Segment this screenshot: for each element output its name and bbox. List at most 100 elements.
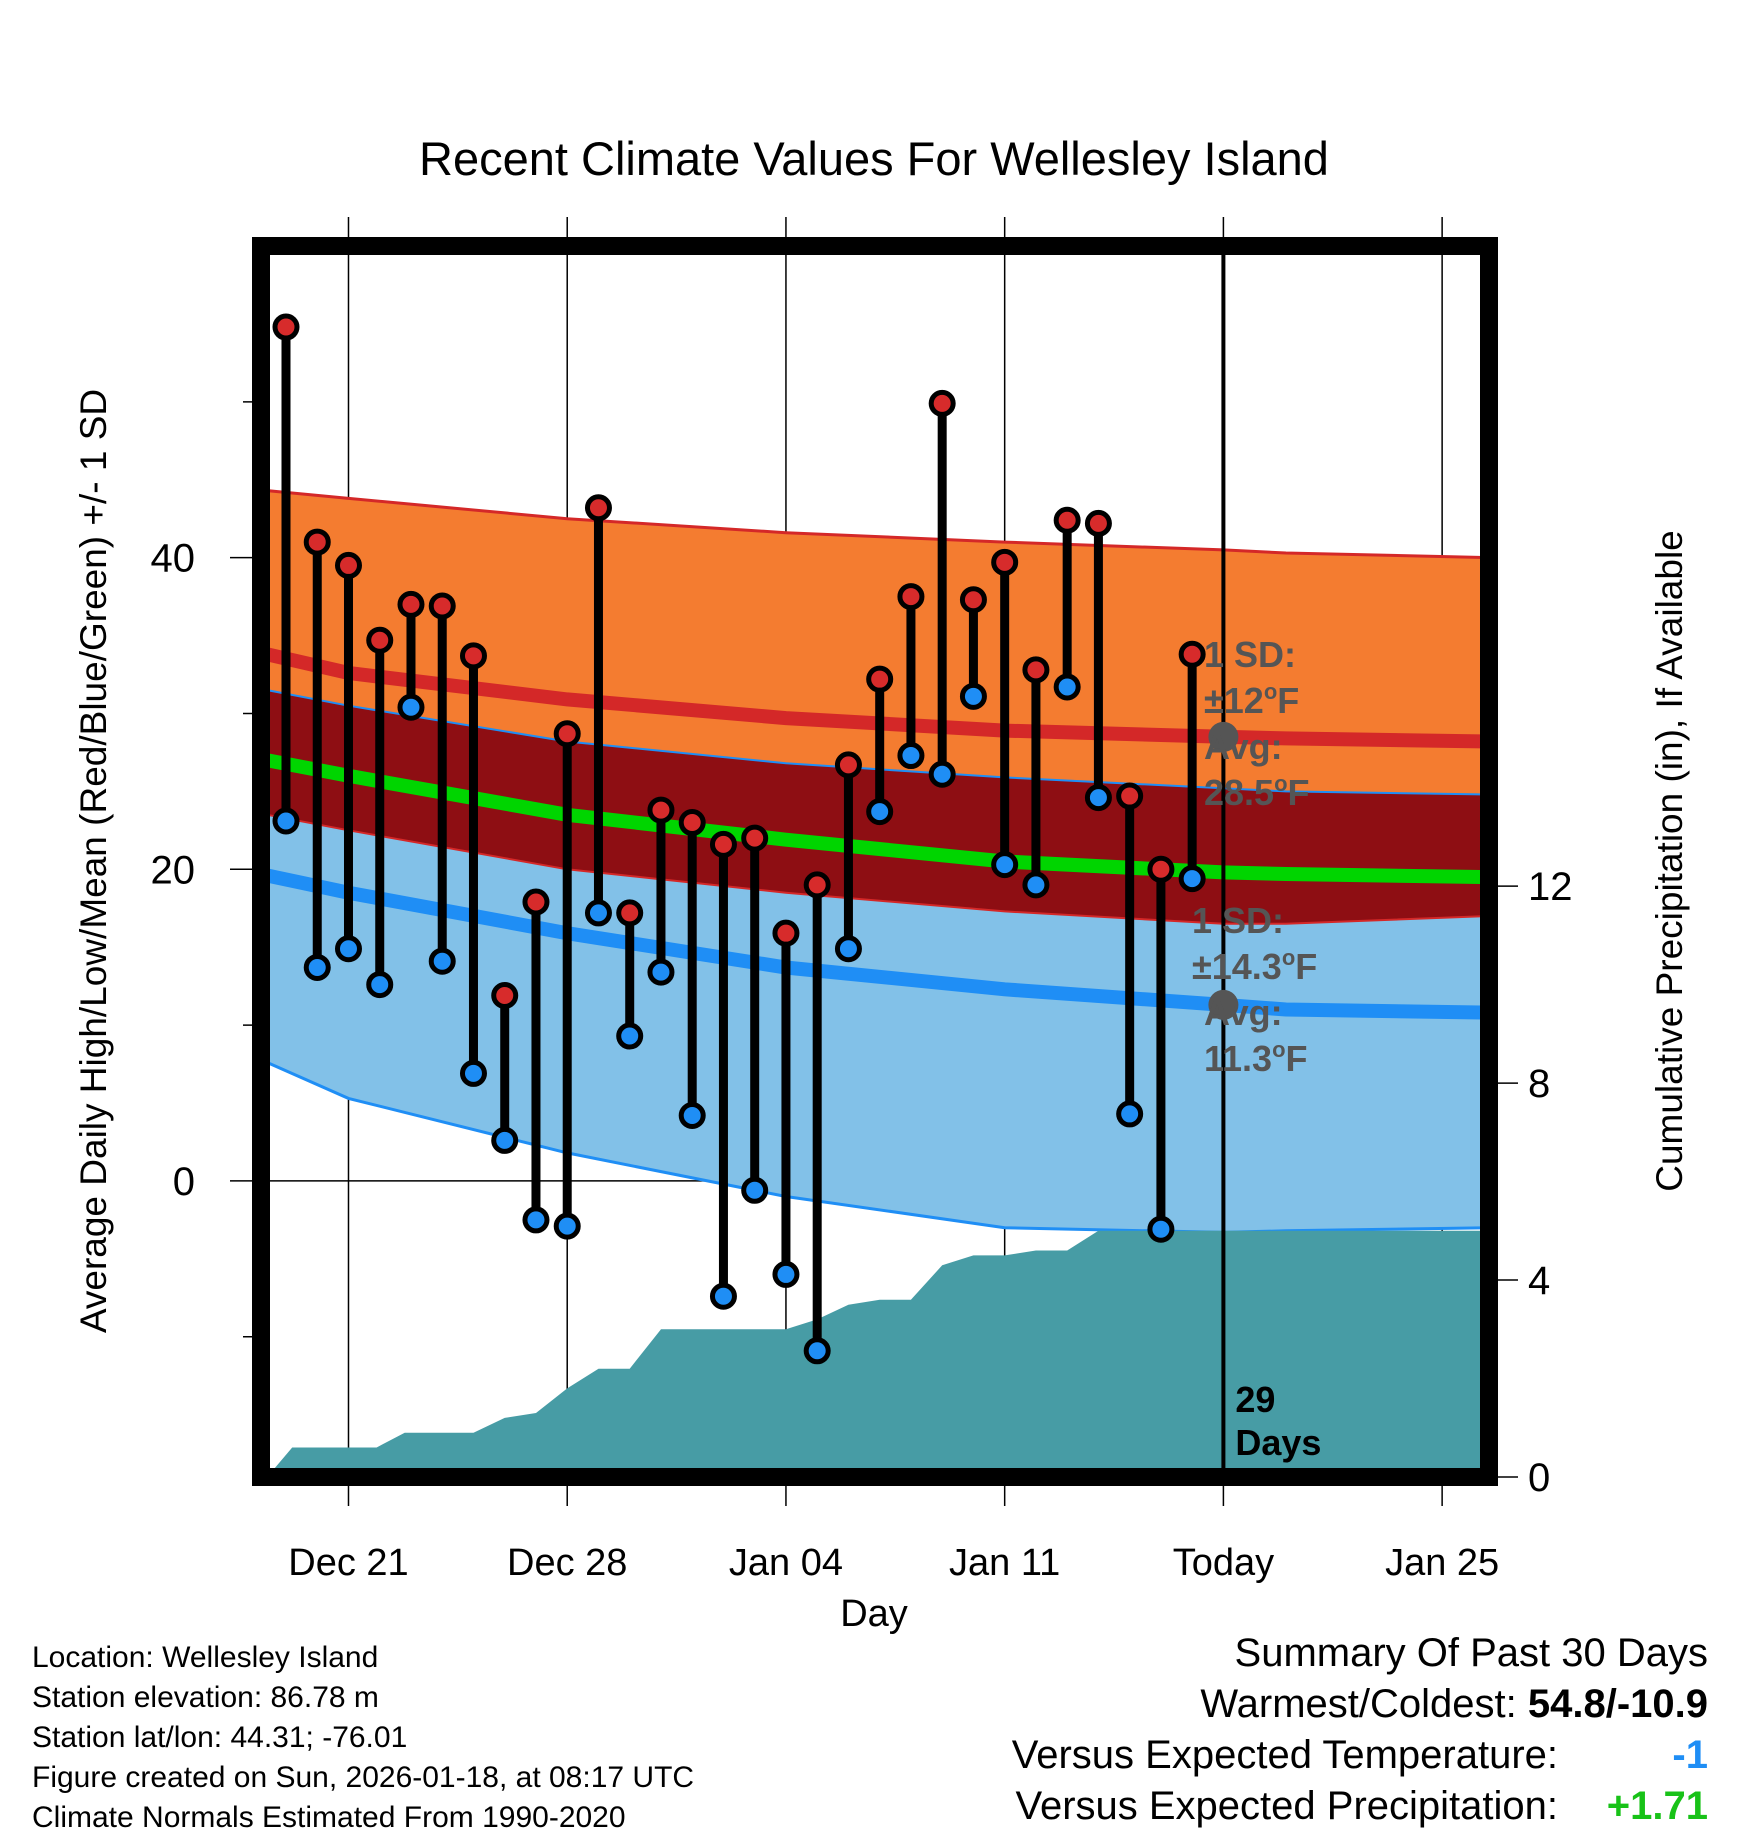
low-temp-point bbox=[1022, 871, 1050, 899]
mean-line bbox=[265, 753, 1489, 885]
high-temp-point bbox=[1147, 855, 1175, 883]
summary-precip-value: +1.71 bbox=[1606, 1784, 1708, 1828]
low-temp-point bbox=[334, 935, 362, 963]
low-temp-point bbox=[366, 971, 394, 999]
location-text: Location: Wellesley Island bbox=[32, 1641, 379, 1674]
low-temp-point bbox=[772, 1260, 800, 1288]
summary-panel: Summary Of Past 30 Days Warmest/Coldest:… bbox=[1012, 1628, 1708, 1832]
low-temp-point bbox=[834, 935, 862, 963]
low-temp-point bbox=[522, 1206, 550, 1234]
created-text: Figure created on Sun, 2026-01-18, at 08… bbox=[32, 1761, 695, 1794]
low-temp-point bbox=[897, 742, 925, 770]
x-tick-label: Dec 28 bbox=[507, 1542, 627, 1584]
high-avg-label: Avg: bbox=[1204, 726, 1283, 767]
high-temp-point bbox=[428, 592, 456, 620]
y-tick-label: 20 bbox=[151, 848, 196, 892]
x-tick-label: Jan 11 bbox=[949, 1542, 1060, 1584]
low-temp-point bbox=[709, 1282, 737, 1310]
plot-frame bbox=[252, 237, 1498, 1486]
summary-temp-label: Versus Expected Temperature: bbox=[1011, 1733, 1558, 1777]
low-temp-point bbox=[1116, 1100, 1144, 1128]
high-temp-point bbox=[1178, 640, 1206, 668]
high-temp-point bbox=[678, 809, 706, 837]
high-temp-point bbox=[772, 919, 800, 947]
low-temp-point bbox=[678, 1101, 706, 1129]
precipitation-area-fill bbox=[267, 1230, 1489, 1477]
elevation-text: Station elevation: 86.78 m bbox=[32, 1681, 379, 1714]
low-temp-point bbox=[303, 953, 331, 981]
low-mean-line bbox=[265, 868, 1489, 1020]
low-temp-point bbox=[491, 1126, 519, 1154]
low-temp-point bbox=[1147, 1215, 1175, 1243]
x-tick-label: Jan 04 bbox=[729, 1542, 843, 1584]
y-axis-label: Average Daily High/Low/Mean (Red/Blue/Gr… bbox=[73, 389, 114, 1333]
high-temp-point bbox=[397, 590, 425, 618]
low-temp-point bbox=[1178, 865, 1206, 893]
high-temp-point bbox=[303, 528, 331, 556]
high-avg-value: 28.5oF bbox=[1204, 771, 1310, 813]
low-temp-point bbox=[584, 899, 612, 927]
summary-precip-label: Versus Expected Precipitation: bbox=[1015, 1784, 1558, 1828]
high-sd-value: ±12oF bbox=[1204, 679, 1299, 721]
low-temp-point bbox=[959, 682, 987, 710]
normal-bands bbox=[265, 489, 1489, 1234]
y2-tick-label: 8 bbox=[1528, 1062, 1550, 1106]
high-temp-point bbox=[834, 751, 862, 779]
high-temp-point bbox=[866, 665, 894, 693]
high-temp-point bbox=[553, 720, 581, 748]
high-mean-line bbox=[265, 647, 1489, 749]
low-temp-point bbox=[1053, 673, 1081, 701]
summary-temp-value: -1 bbox=[1672, 1733, 1708, 1777]
low-avg-marker bbox=[1208, 989, 1239, 1020]
low-avg-label: Avg: bbox=[1204, 992, 1283, 1033]
high-temp-point bbox=[459, 642, 487, 670]
y2-tick-label: 12 bbox=[1528, 865, 1573, 909]
days-count-label: 29 bbox=[1235, 1379, 1275, 1420]
x-tick-label: Jan 25 bbox=[1385, 1542, 1499, 1584]
high-temp-point bbox=[272, 313, 300, 341]
station-info: Location: Wellesley Island Station eleva… bbox=[32, 1638, 694, 1838]
high-temp-point bbox=[366, 626, 394, 654]
summary-warmest-row: Warmest/Coldest: 54.8/-10.9 bbox=[1012, 1679, 1708, 1730]
low-temp-point bbox=[647, 958, 675, 986]
low-temp-point bbox=[428, 947, 456, 975]
y2-tick-label: 4 bbox=[1528, 1259, 1550, 1303]
high-temp-point bbox=[1116, 782, 1144, 810]
summary-title: Summary Of Past 30 Days bbox=[1234, 1631, 1708, 1675]
high-temp-point bbox=[803, 871, 831, 899]
high-temp-point bbox=[991, 548, 1019, 576]
high-sd-band bbox=[267, 490, 1489, 795]
low-temp-point bbox=[459, 1059, 487, 1087]
x-axis-label: Day bbox=[840, 1593, 908, 1635]
low-sd-label: 1 SD: bbox=[1192, 900, 1284, 941]
low-temp-point bbox=[272, 807, 300, 835]
high-temp-point bbox=[1084, 509, 1112, 537]
low-temp-point bbox=[741, 1176, 769, 1204]
low-temp-point bbox=[866, 798, 894, 826]
y-tick-label: 0 bbox=[173, 1160, 195, 1204]
low-temp-point bbox=[928, 760, 956, 788]
high-temp-point bbox=[709, 830, 737, 858]
high-temp-point bbox=[522, 888, 550, 916]
high-plus-sd-line bbox=[267, 489, 1489, 560]
high-temp-point bbox=[959, 586, 987, 614]
daily-range-bars bbox=[272, 313, 1206, 1365]
high-temp-point bbox=[584, 494, 612, 522]
high-temp-point bbox=[741, 824, 769, 852]
high-temp-point bbox=[1022, 656, 1050, 684]
summary-warmest-label: Warmest/Coldest: bbox=[1200, 1682, 1528, 1726]
high-temp-point bbox=[334, 551, 362, 579]
low-temp-point bbox=[616, 1022, 644, 1050]
low-avg-value: 11.3oF bbox=[1204, 1037, 1308, 1079]
y-tick-label: 40 bbox=[151, 537, 196, 581]
low-temp-point bbox=[991, 851, 1019, 879]
high-temp-point bbox=[647, 796, 675, 824]
y2-axis-label: Cumulative Precipitation (in), If Availa… bbox=[1649, 530, 1690, 1192]
high-temp-point bbox=[928, 389, 956, 417]
summary-precip-row: Versus Expected Precipitation: +1.71 bbox=[1012, 1781, 1708, 1832]
low-plus-sd-line bbox=[267, 813, 1489, 925]
days-unit-label: Days bbox=[1235, 1422, 1321, 1463]
